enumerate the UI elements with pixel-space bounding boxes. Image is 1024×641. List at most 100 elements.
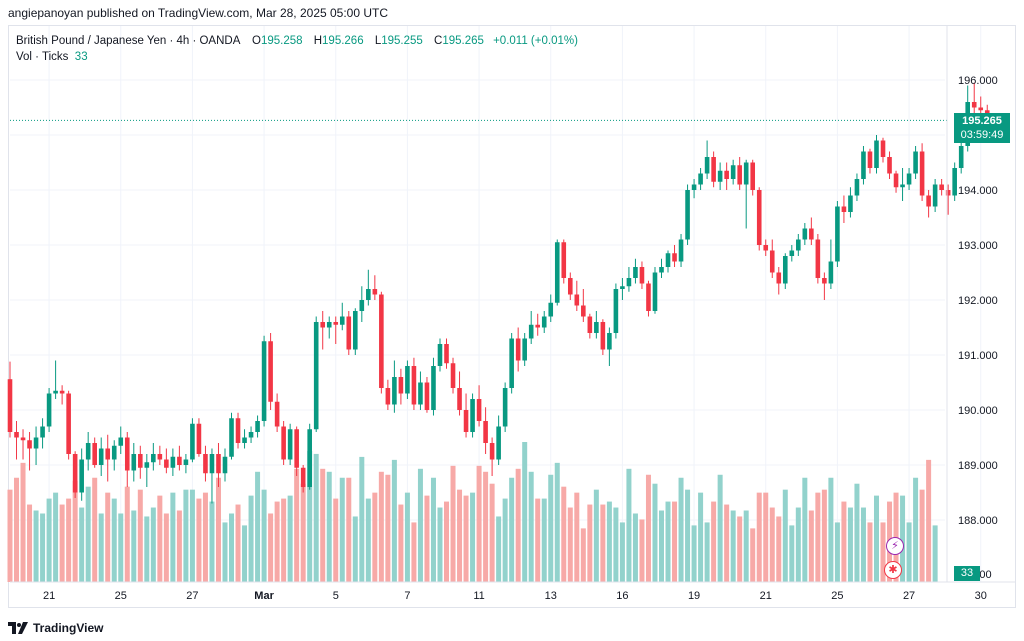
candle-body: [157, 454, 163, 460]
volume-bar: [307, 450, 313, 582]
x-tick-label: 25: [831, 590, 843, 602]
x-tick-label: 30: [975, 590, 987, 602]
uk-flag-icon[interactable]: ✱: [884, 561, 902, 579]
candle-body: [274, 401, 280, 427]
candle-body: [854, 179, 860, 196]
volume-bar: [691, 525, 697, 582]
x-tick-label: 11: [473, 590, 484, 602]
volume-bar: [913, 477, 919, 582]
volume-bar: [53, 492, 59, 582]
volume-bar: [124, 486, 130, 582]
volume-bar: [528, 471, 534, 582]
y-tick-label: 190.000: [958, 405, 998, 417]
candle-body: [196, 423, 202, 454]
volume-bar: [398, 504, 404, 582]
candle-body: [652, 272, 658, 311]
candle-body: [411, 366, 417, 405]
candle-body: [607, 333, 612, 350]
volume-bar: [502, 498, 508, 582]
volume-bar: [711, 501, 717, 582]
candle-body: [164, 459, 169, 468]
volume-bar: [72, 480, 78, 582]
candle-body: [470, 399, 475, 432]
candle-body: [541, 316, 547, 328]
last-price-value: 195.265: [962, 115, 1002, 127]
volume-bar: [678, 477, 684, 582]
volume-bar: [515, 468, 521, 582]
candle-body: [685, 190, 690, 240]
candle-body: [906, 173, 912, 185]
candle-body: [307, 429, 312, 487]
volume-bar: [795, 507, 801, 582]
volume-bar: [802, 477, 808, 582]
volume-bar: [92, 477, 98, 582]
volume-bar: [14, 477, 20, 582]
candle-body: [574, 294, 580, 306]
volume-bar: [932, 525, 938, 582]
candle-body: [769, 250, 775, 273]
volume-bar: [906, 522, 912, 582]
volume-bar: [444, 501, 450, 582]
candle-body: [698, 173, 703, 185]
volume-bar: [685, 489, 691, 582]
volume-bar: [463, 495, 469, 582]
volume-bar: [548, 474, 554, 582]
volume-bar: [483, 471, 489, 582]
lightning-icon[interactable]: ⚡︎: [886, 537, 904, 555]
candle-body: [98, 448, 104, 465]
candle-body: [450, 363, 456, 388]
y-tick-label: 194.000: [958, 185, 998, 197]
candle-body: [190, 423, 195, 460]
tradingview-footer[interactable]: TradingView: [8, 621, 103, 635]
volume-bar: [476, 465, 482, 582]
candle-body: [476, 399, 482, 421]
volume-bar: [346, 477, 352, 582]
candle-body: [867, 151, 873, 168]
volume-bar: [137, 489, 143, 582]
volume-bar: [606, 501, 612, 582]
volume-bar: [385, 474, 391, 582]
candle-body: [763, 245, 769, 251]
candle-body: [945, 190, 951, 196]
volume-bar: [79, 507, 85, 582]
candle-body: [926, 195, 931, 207]
volume-bar: [176, 510, 182, 582]
chart-frame: [8, 25, 1016, 608]
volume-bar: [873, 495, 879, 582]
y-tick-label: 192.000: [958, 295, 998, 307]
candle-body: [919, 151, 925, 196]
high-value: 195.266: [322, 35, 364, 47]
volume-label[interactable]: Vol · Ticks: [16, 51, 69, 63]
candle-body: [581, 305, 586, 317]
volume-bar: [789, 525, 795, 582]
symbol-title[interactable]: British Pound / Japanese Yen · 4h · OAND…: [16, 35, 241, 47]
candle-body: [704, 157, 710, 174]
volume-bar: [215, 477, 221, 582]
candle-body: [782, 256, 788, 284]
x-tick-label: 16: [616, 590, 628, 602]
candle-body: [320, 322, 326, 328]
volume-bar: [235, 504, 241, 582]
volume-bar: [613, 507, 619, 582]
y-tick-label: 191.000: [958, 350, 998, 362]
volume-bar: [821, 489, 827, 582]
candle-body: [124, 437, 130, 471]
volume-bar: [333, 498, 339, 582]
candle-body: [118, 437, 124, 446]
volume-bar: [769, 507, 775, 582]
volume-bar: [268, 513, 274, 582]
candle-body: [483, 421, 488, 443]
volume-bar: [580, 528, 586, 582]
close-label: C: [434, 35, 443, 47]
candle-body: [893, 173, 899, 188]
volume-bar: [144, 516, 150, 582]
candle-body: [756, 190, 762, 245]
candle-body: [85, 443, 91, 460]
volume-bar: [313, 453, 319, 582]
candle-body: [646, 283, 651, 311]
candle-body: [939, 184, 944, 190]
candle-body: [313, 322, 319, 430]
candle-body: [46, 393, 52, 427]
candle-body: [261, 341, 267, 421]
